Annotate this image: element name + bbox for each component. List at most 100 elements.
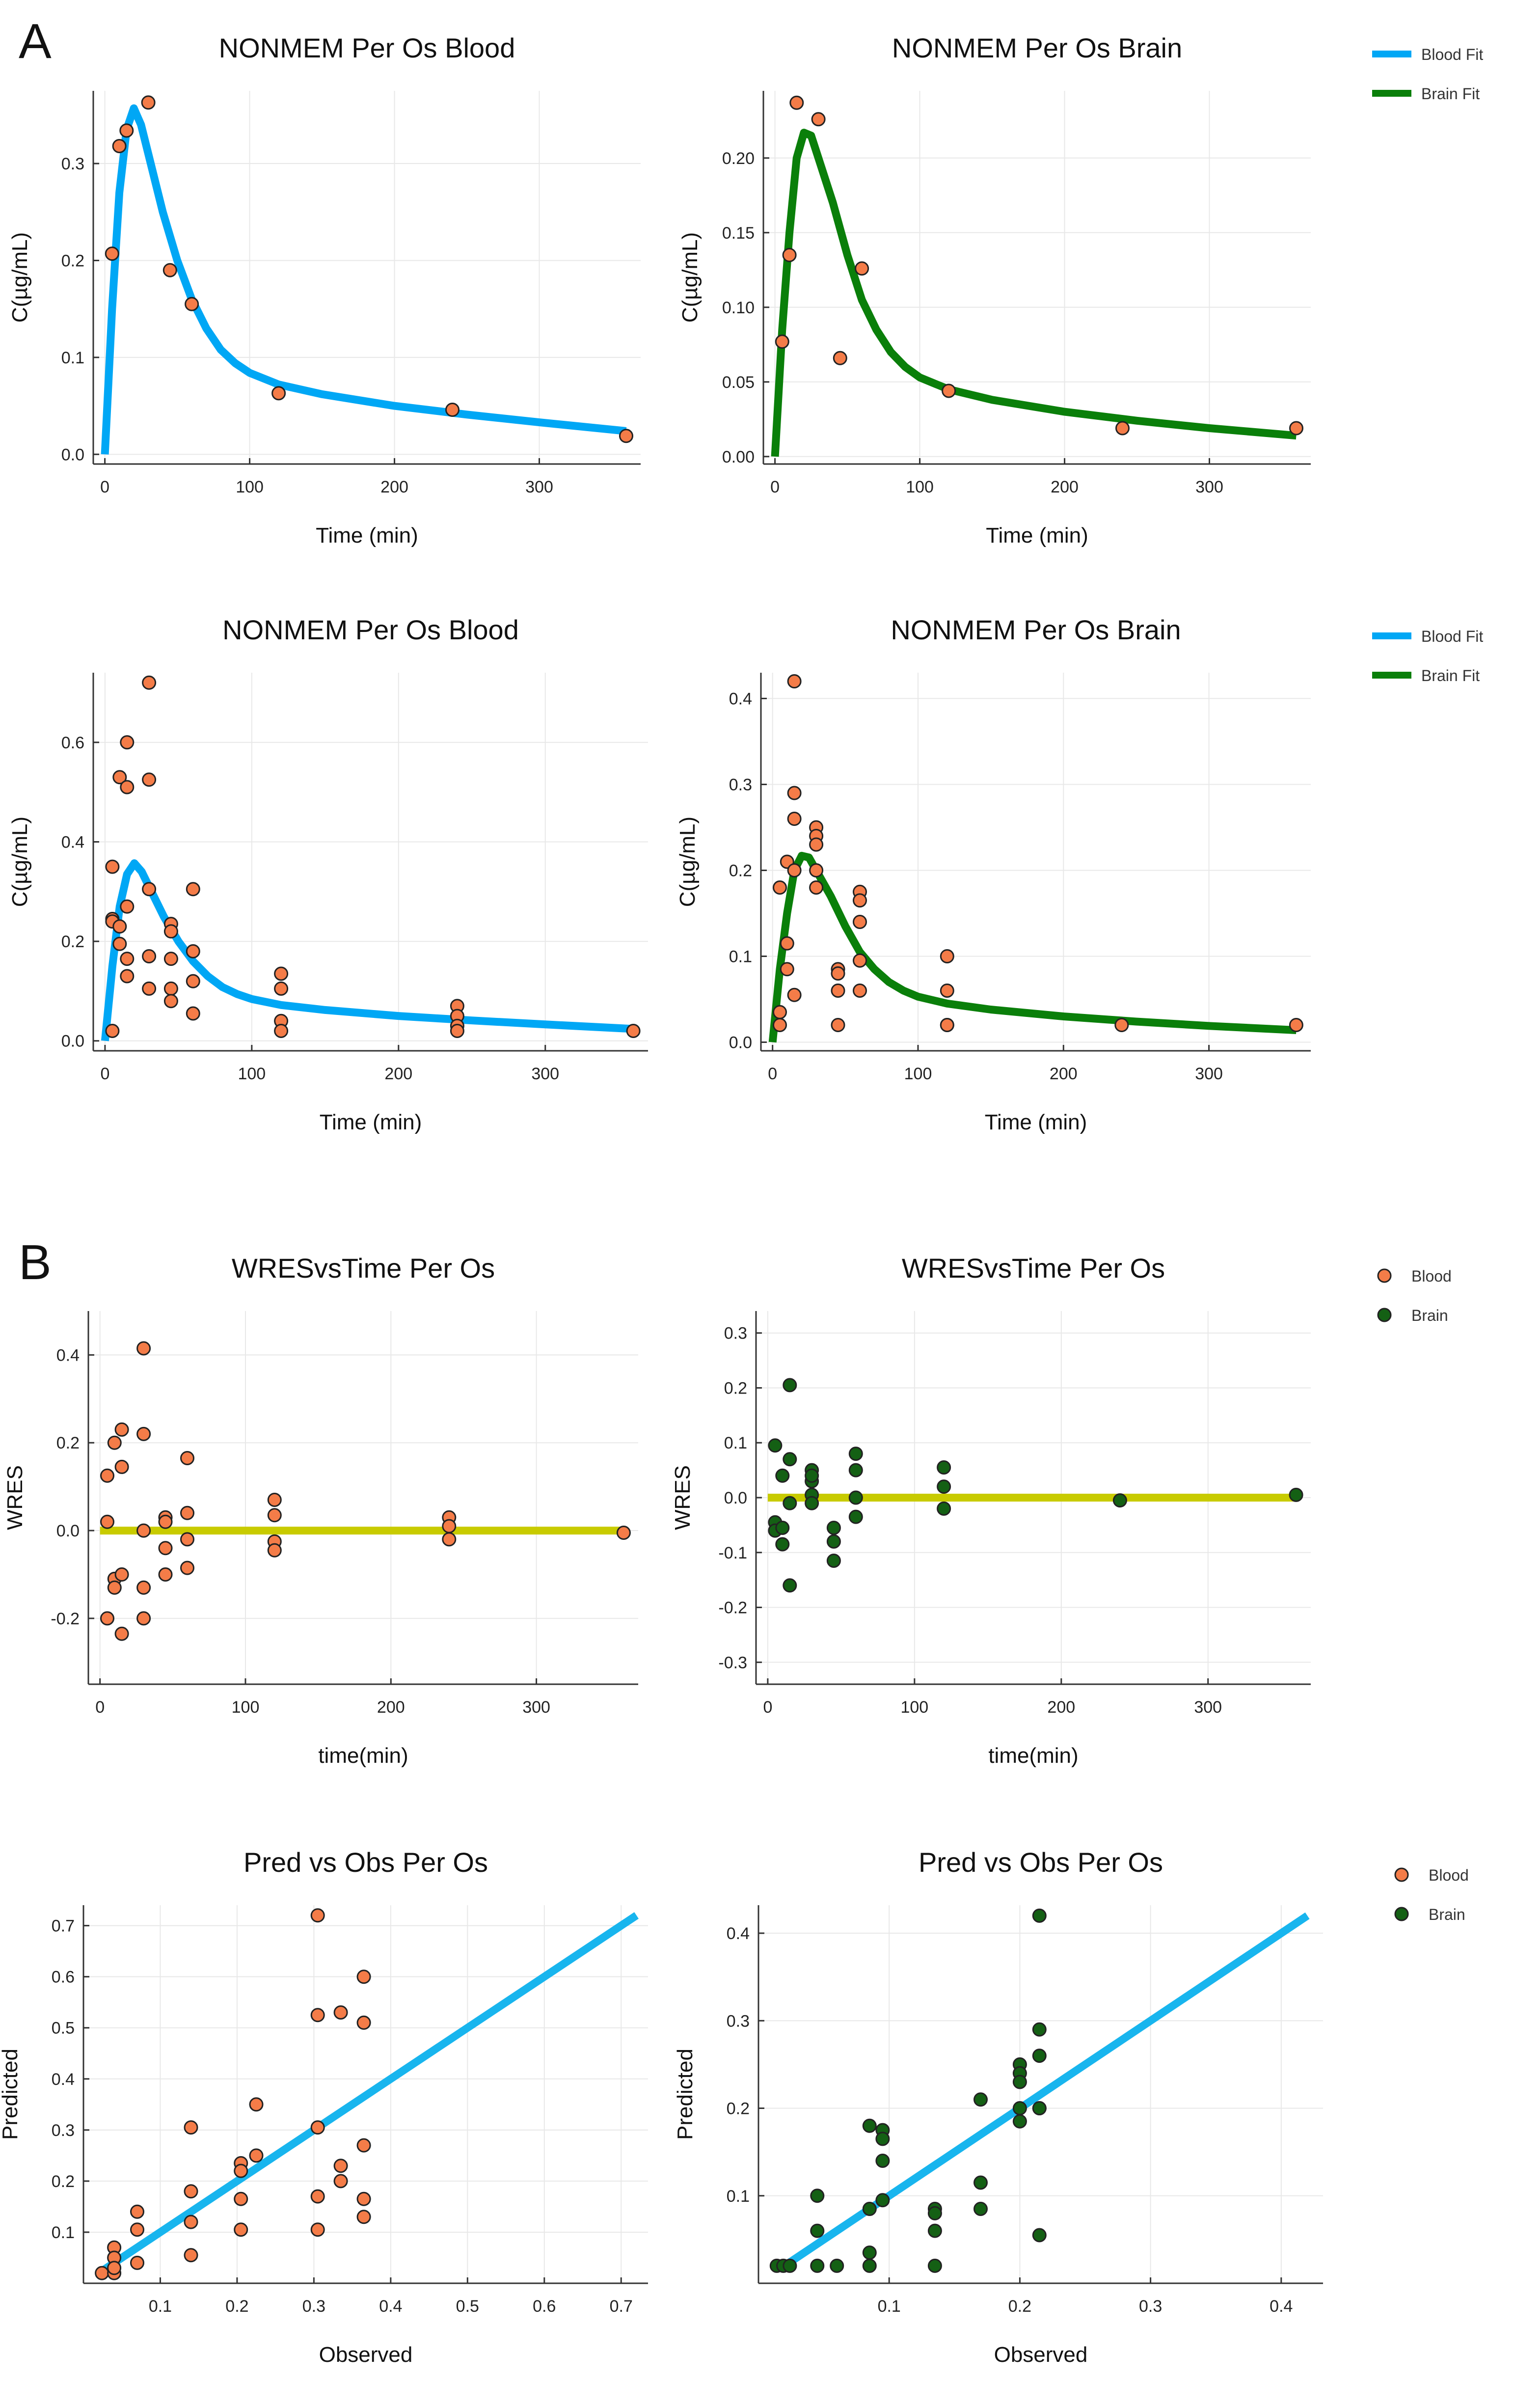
chart3-legend-label: Blood Fit bbox=[1421, 628, 1483, 645]
chart8-point-brain bbox=[1012, 2075, 1027, 2089]
chart4-point-observed bbox=[853, 915, 867, 929]
chart2-point-observed bbox=[833, 351, 847, 365]
chart3-point-observed bbox=[163, 994, 178, 1009]
chart7-y-tick-label: 0.1 bbox=[52, 2223, 75, 2242]
chart7-x-tick-label: 0.5 bbox=[456, 2297, 479, 2316]
chart3-point-observed bbox=[105, 859, 120, 874]
chart7-y-tick-label: 0.5 bbox=[52, 2019, 75, 2038]
chart8-point-brain bbox=[810, 2258, 825, 2273]
chart2-x-tick-label: 200 bbox=[1051, 478, 1079, 496]
chart4-point-observed bbox=[773, 880, 787, 895]
chart2-series-brain-fit-line bbox=[771, 129, 1297, 457]
chart2-title: NONMEM Per Os Brain bbox=[892, 32, 1182, 63]
chart3-point-observed bbox=[186, 974, 200, 988]
chart8-x-tick-label: 0.3 bbox=[1139, 2297, 1162, 2316]
chart7-point-blood bbox=[130, 2222, 144, 2237]
chart2-point-observed bbox=[811, 112, 826, 127]
chart3-point-observed bbox=[626, 1024, 641, 1038]
chart7-x-tick-label: 0.2 bbox=[225, 2297, 248, 2316]
chart5-point-blood bbox=[100, 1514, 114, 1529]
chart3-point-observed bbox=[142, 882, 157, 897]
chart6-point-brain bbox=[826, 1554, 841, 1568]
chart8-point-brain bbox=[973, 2092, 988, 2107]
chart4-point-observed bbox=[1289, 1018, 1303, 1032]
chart5-point-blood bbox=[158, 1514, 173, 1529]
chart6-point-brain bbox=[848, 1509, 863, 1524]
chart4-point-observed bbox=[940, 949, 954, 963]
chart7-title: Pred vs Obs Per Os bbox=[243, 1847, 488, 1878]
chart1-legend-label: Blood Fit bbox=[1421, 46, 1483, 63]
chart7-x-tick-label: 0.1 bbox=[149, 2297, 172, 2316]
chart5-x-axis-label: time(min) bbox=[318, 1744, 408, 1768]
chart5-point-blood bbox=[180, 1532, 194, 1547]
chart8-point-brain bbox=[973, 2202, 988, 2216]
chart4-point-observed bbox=[780, 962, 794, 977]
chart5-point-blood bbox=[100, 1468, 114, 1483]
chart6-x-tick-label: 300 bbox=[1194, 1698, 1222, 1717]
chart3-y-tick-label: 0.0 bbox=[61, 1032, 84, 1051]
chart4-point-observed bbox=[853, 953, 867, 968]
chart8-y-tick-label: 0.3 bbox=[727, 2012, 750, 2030]
chart5-point-blood bbox=[267, 1543, 282, 1558]
chart3-point-observed bbox=[163, 952, 178, 966]
chart5-point-blood bbox=[114, 1626, 129, 1641]
chart2-y-tick-label: 0.00 bbox=[722, 448, 755, 466]
chart2-x-tick-label: 300 bbox=[1195, 478, 1223, 496]
chart3-point-observed bbox=[186, 1006, 200, 1021]
chart7-y-tick-label: 0.3 bbox=[52, 2121, 75, 2140]
chart4-point-observed bbox=[809, 863, 824, 877]
chart6-point-brain bbox=[826, 1534, 841, 1549]
chart4-y-tick-label: 0.3 bbox=[729, 776, 752, 794]
chart5-point-blood bbox=[267, 1508, 282, 1523]
chart5-y-tick-label: -0.2 bbox=[51, 1610, 80, 1628]
chart7-x-tick-label: 0.3 bbox=[302, 2297, 325, 2316]
chart7-point-blood bbox=[310, 2008, 325, 2023]
chart3-point-observed bbox=[274, 981, 289, 996]
chart4-x-tick-label: 0 bbox=[768, 1065, 777, 1083]
chart6-y-tick-label: 0.0 bbox=[724, 1489, 747, 1507]
chart5-point-blood bbox=[442, 1519, 457, 1533]
chart2-y-tick-label: 0.15 bbox=[722, 224, 755, 243]
chart7-point-blood bbox=[356, 2210, 371, 2224]
chart3-point-observed bbox=[120, 899, 135, 914]
chart5-point-blood bbox=[616, 1526, 631, 1540]
chart6-point-brain bbox=[805, 1468, 819, 1483]
chart8-y-tick-label: 0.4 bbox=[727, 1924, 750, 1943]
chart6-point-brain bbox=[805, 1496, 819, 1510]
chart6-point-brain bbox=[775, 1468, 790, 1483]
chart5-point-blood bbox=[100, 1611, 114, 1626]
chart1-point-observed bbox=[271, 386, 286, 401]
chart5-legend-label: Blood bbox=[1411, 1267, 1452, 1285]
chart6-point-brain bbox=[783, 1378, 797, 1393]
chart8-point-brain bbox=[1032, 2101, 1047, 2115]
chart3-point-observed bbox=[142, 949, 157, 963]
chart7-point-blood bbox=[184, 2120, 198, 2135]
chart1-point-observed bbox=[105, 246, 119, 261]
chart8-point-brain bbox=[862, 2245, 877, 2260]
chart5-point-blood bbox=[114, 1422, 129, 1437]
chart6-y-tick-label: 0.2 bbox=[724, 1379, 747, 1397]
chart5-point-blood bbox=[442, 1532, 457, 1547]
chart6-point-brain bbox=[848, 1463, 863, 1478]
chart4-y-tick-label: 0.0 bbox=[729, 1034, 752, 1052]
chart3-series-blood-fit-line bbox=[101, 859, 634, 1041]
chart6-point-brain bbox=[775, 1537, 790, 1552]
chart2-y-axis-label: C(µg/mL) bbox=[678, 232, 702, 323]
chart8-point-brain bbox=[1032, 2049, 1047, 2063]
chart7-point-blood bbox=[249, 2148, 264, 2163]
chart7-point-blood bbox=[130, 2255, 144, 2270]
chart2-point-observed bbox=[1289, 421, 1303, 436]
chart7-legend-label: Brain bbox=[1429, 1906, 1465, 1923]
chart4-point-observed bbox=[809, 880, 824, 895]
panel-label-b: B bbox=[19, 1235, 52, 1290]
chart4-point-observed bbox=[831, 1018, 845, 1032]
chart4-point-observed bbox=[809, 837, 824, 852]
chart3-point-observed bbox=[186, 944, 200, 958]
chart3-point-observed bbox=[186, 882, 200, 897]
chart1-point-observed bbox=[619, 429, 633, 443]
chart8-point-brain bbox=[830, 2258, 844, 2273]
chart7-point-blood bbox=[130, 2204, 144, 2219]
chart2-x-tick-label: 0 bbox=[770, 478, 780, 496]
